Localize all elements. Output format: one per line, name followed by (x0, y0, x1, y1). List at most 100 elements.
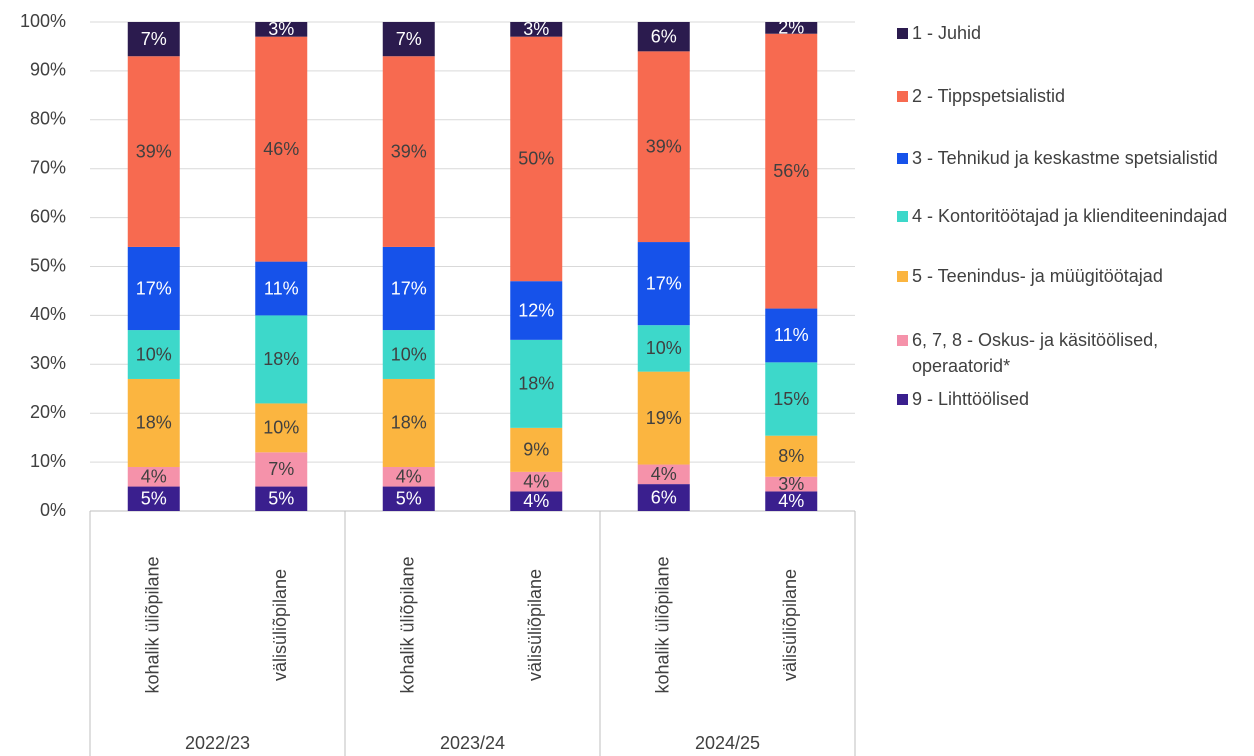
data-label: 6% (651, 487, 677, 507)
bar-segment (765, 362, 818, 436)
data-label: 11% (264, 278, 299, 298)
legend-swatch (897, 28, 908, 39)
data-label: 56% (773, 161, 809, 181)
bar-segment (255, 486, 308, 511)
y-tick-label: 100% (20, 11, 66, 31)
legend-item: 9 - Lihttöölised (897, 386, 1252, 412)
data-label: 7% (141, 29, 167, 49)
data-label: 3% (268, 19, 294, 39)
data-label: 4% (778, 491, 804, 511)
bar-segment (382, 246, 435, 331)
bar-segment (510, 471, 563, 492)
data-label: 8% (778, 446, 804, 466)
data-label: 18% (391, 413, 427, 433)
y-tick-label: 60% (30, 206, 66, 226)
bar-segment (510, 22, 563, 37)
bar-segment (510, 427, 563, 472)
y-tick-label: 40% (30, 304, 66, 324)
bar-segment (382, 56, 435, 247)
y-tick-label: 20% (30, 402, 66, 422)
legend-label: 3 - Tehnikud ja keskastme spetsialistid (912, 148, 1218, 168)
legend-item: 1 - Juhid (897, 20, 1252, 46)
legend-item: 4 - Kontoritöötajad ja klienditeenindaja… (897, 203, 1252, 229)
bar-segment (637, 51, 690, 243)
data-label: 5% (268, 489, 294, 509)
y-tick-label: 70% (30, 157, 66, 177)
data-label: 10% (136, 344, 172, 364)
legend-swatch (897, 394, 908, 405)
bar-segment (765, 308, 818, 363)
bar-segment (765, 33, 818, 309)
bar-segment (510, 36, 563, 282)
x-tick-label: kohalik üliõpilane (143, 556, 163, 693)
legend-swatch (897, 335, 908, 346)
legend-label: 1 - Juhid (912, 23, 982, 43)
legend-label: 4 - Kontoritöötajad ja klienditeenindaja… (912, 206, 1228, 226)
data-label: 10% (646, 338, 682, 358)
legend-item: 2 - Tippspetsialistid (897, 83, 1252, 109)
y-tick-label: 30% (30, 353, 66, 373)
legend-label: 5 - Teenindus- ja müügitöötajad (912, 266, 1163, 286)
data-label: 19% (646, 408, 682, 428)
bar-segment (255, 36, 308, 262)
legend-label: 6, 7, 8 - Oskus- ja käsitöölised, operaa… (912, 330, 1159, 376)
data-label: 39% (136, 141, 172, 161)
group-label: 2023/24 (440, 733, 505, 753)
bar-segment (382, 22, 435, 57)
bar-segment (510, 339, 563, 428)
bar-segment (127, 246, 180, 331)
bar-segment (637, 242, 690, 326)
group-label: 2024/25 (695, 733, 760, 753)
bar-segment (255, 452, 308, 487)
x-tick-label: välisüliõpilane (270, 569, 290, 681)
data-label: 39% (646, 136, 682, 156)
bar-segment (637, 371, 690, 465)
x-tick-label: välisüliõpilane (525, 569, 545, 681)
legend-label: 9 - Lihttöölised (912, 389, 1030, 409)
data-label: 2% (778, 18, 804, 38)
bar-segment (127, 486, 180, 511)
y-tick-label: 50% (30, 255, 66, 275)
legend-item: 3 - Tehnikud ja keskastme spetsialistid (897, 145, 1252, 171)
bar-segment (255, 403, 308, 453)
legend-swatch (897, 153, 908, 164)
legend-swatch (897, 91, 908, 102)
data-label: 4% (523, 471, 549, 491)
bar-segment (765, 476, 818, 492)
bar-segment (382, 466, 435, 487)
bar-segment (127, 466, 180, 487)
group-label: 2022/23 (185, 733, 250, 753)
y-tick-label: 90% (30, 60, 66, 80)
legend-item: 5 - Teenindus- ja müügitöötajad (897, 263, 1252, 289)
data-label: 5% (141, 489, 167, 509)
bar-segment (637, 325, 690, 372)
y-tick-label: 80% (30, 109, 66, 129)
x-tick-label: kohalik üliõpilane (653, 556, 673, 693)
data-label: 4% (396, 467, 422, 487)
data-label: 4% (523, 491, 549, 511)
data-label: 18% (263, 349, 299, 369)
data-label: 10% (263, 418, 299, 438)
bar-segment (765, 491, 818, 511)
bar-segment (637, 484, 690, 511)
bar-segment (127, 22, 180, 57)
data-label: 18% (518, 374, 554, 394)
data-label: 17% (391, 278, 427, 298)
bar-segment (127, 378, 180, 467)
data-label: 10% (391, 344, 427, 364)
legend-item: 6, 7, 8 - Oskus- ja käsitöölised, operaa… (897, 327, 1252, 379)
bar-segment (127, 56, 180, 247)
y-tick-label: 0% (40, 500, 66, 520)
data-label: 7% (268, 459, 294, 479)
bar-segment (382, 378, 435, 467)
legend-label: 2 - Tippspetsialistid (912, 86, 1066, 106)
bar-segment (255, 315, 308, 404)
data-label: 18% (136, 413, 172, 433)
data-label: 3% (778, 474, 804, 494)
data-label: 4% (141, 467, 167, 487)
data-label: 6% (651, 26, 677, 46)
data-label: 3% (523, 19, 549, 39)
data-label: 17% (136, 278, 172, 298)
